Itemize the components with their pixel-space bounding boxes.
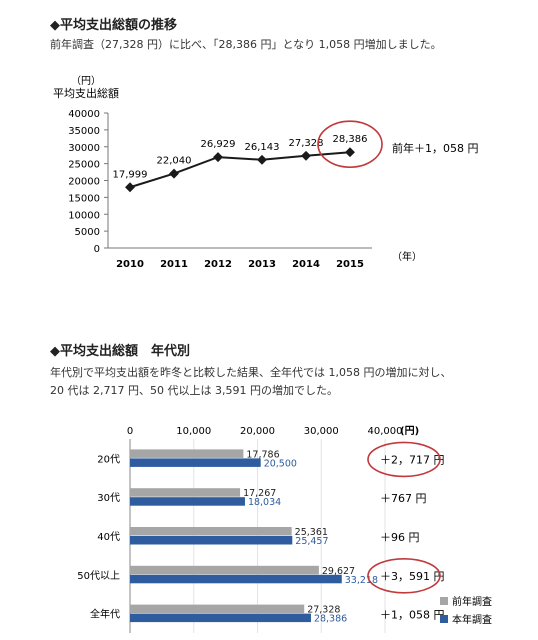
difference-label: ＋2，717 円 <box>380 453 445 466</box>
bar-value-label: 18,034 <box>248 497 281 508</box>
x-axis-unit: (円) <box>400 425 419 437</box>
difference-label: ＋96 円 <box>380 531 420 544</box>
x-tick-label: 2012 <box>204 259 232 270</box>
bar-value-label: 17,786 <box>246 449 279 460</box>
y-tick-label: 10000 <box>68 210 100 221</box>
increase-annotation: 前年＋1，058 円 <box>392 141 479 155</box>
y-axis-unit: （円） <box>71 75 101 87</box>
y-tick-label: 20000 <box>68 177 100 188</box>
line-chart: （円） 平均支出総額 （年） 前年＋1，058 円 0 5000 10000 1500… <box>53 75 479 270</box>
bar-current <box>130 574 342 584</box>
category-label: 20代 <box>97 453 120 465</box>
section2-title: ◆平均支出総額 年代別 <box>50 344 190 359</box>
bar-previous <box>130 604 305 614</box>
category-label: 30代 <box>97 492 120 504</box>
y-tick-label: 0 <box>94 244 100 255</box>
bar-previous <box>130 565 319 575</box>
y-tick-label: 15000 <box>68 193 100 204</box>
bar-value-label: 25,361 <box>295 527 328 538</box>
highlight-circle <box>367 441 441 478</box>
y-tick-label: 25000 <box>68 160 100 171</box>
legend-swatch <box>440 597 448 605</box>
bar-current <box>130 458 261 467</box>
bar-value-label: 25,457 <box>295 536 328 547</box>
bar-value-label: 17,267 <box>243 488 276 499</box>
y-tick-label: 30000 <box>68 143 100 154</box>
bar-value-label: 28,386 <box>314 614 347 625</box>
data-point <box>169 168 179 179</box>
section2-description-line2: 20 代は 2,717 円、50 代以上は 3,591 円の増加でした。 <box>50 384 338 397</box>
x-axis-unit: （年） <box>392 250 422 263</box>
x-tick-label: 2015 <box>336 259 364 270</box>
data-label: 17,999 <box>113 169 148 180</box>
bar-current <box>130 613 311 623</box>
bar-value-label: 20,500 <box>264 458 297 469</box>
bar-current <box>130 536 293 545</box>
legend-label: 本年調査 <box>452 613 492 626</box>
bar-value-label: 33,218 <box>345 575 378 586</box>
data-label: 26,929 <box>201 139 236 150</box>
data-label: 26,143 <box>245 142 280 153</box>
y-tick-label: 40000 <box>68 109 100 120</box>
y-tick-label: 5000 <box>75 227 100 238</box>
x-tick-label: 40,000 <box>368 426 403 437</box>
data-point <box>125 182 135 193</box>
x-tick-label: 20,000 <box>240 426 275 437</box>
data-point <box>345 147 355 158</box>
data-point <box>213 152 223 163</box>
x-tick-label: 30,000 <box>304 426 339 437</box>
data-label: 22,040 <box>157 156 192 167</box>
data-label: 28,386 <box>333 134 368 145</box>
bar-previous <box>130 449 244 458</box>
bar-value-label: 29,627 <box>322 566 355 577</box>
x-tick-label: 2010 <box>116 259 144 270</box>
section1-title: ◆平均支出総額の推移 <box>50 18 177 33</box>
legend-label: 前年調査 <box>452 595 492 608</box>
bar-previous <box>130 488 241 497</box>
bar-value-label: 27,328 <box>307 605 340 616</box>
data-label: 27,328 <box>289 138 324 149</box>
difference-label: ＋767 円 <box>380 492 427 505</box>
section1-description: 前年調査（27,328 円）に比べ、「28,386 円」となり 1,058 円増… <box>50 38 442 51</box>
section2-description-line1: 年代別で平均支出額を昨冬と比較した結果、全年代では 1,058 円の増加に対し、 <box>50 366 452 379</box>
x-tick-label: 10,000 <box>176 426 211 437</box>
data-point <box>301 150 311 161</box>
y-axis-label: 平均支出総額 <box>53 86 119 100</box>
series-line <box>129 151 351 189</box>
category-label: 50代以上 <box>77 570 120 582</box>
legend-swatch <box>440 615 448 623</box>
highlight-circle <box>367 558 441 594</box>
category-label: 40代 <box>97 531 120 543</box>
bar-previous <box>130 527 292 536</box>
bar-chart: 0 10,000 20,000 30,000 40,000(円) 20代 30代 40代 50代… <box>77 425 492 633</box>
x-tick-label: 2014 <box>292 259 320 270</box>
x-tick-label: 2013 <box>248 259 276 270</box>
data-point <box>257 154 267 165</box>
category-label: 全年代 <box>90 608 120 621</box>
difference-label: ＋3，591 円 <box>380 570 445 583</box>
x-tick-label: 2011 <box>160 259 188 270</box>
y-tick-label: 35000 <box>68 126 100 137</box>
x-tick-label: 0 <box>127 426 133 437</box>
difference-label: ＋1，058 円 <box>380 609 445 622</box>
highlight-circle <box>317 120 383 168</box>
bar-current <box>130 497 245 506</box>
